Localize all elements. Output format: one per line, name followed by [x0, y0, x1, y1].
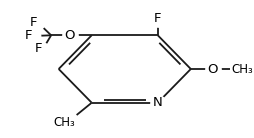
- Text: F: F: [34, 43, 42, 55]
- Text: F: F: [30, 16, 37, 30]
- Text: O: O: [208, 63, 218, 75]
- Text: F: F: [154, 12, 162, 25]
- Text: N: N: [153, 96, 163, 109]
- Text: CH₃: CH₃: [231, 63, 253, 75]
- Text: CH₃: CH₃: [54, 116, 75, 129]
- Text: F: F: [25, 30, 33, 43]
- Text: O: O: [65, 29, 75, 42]
